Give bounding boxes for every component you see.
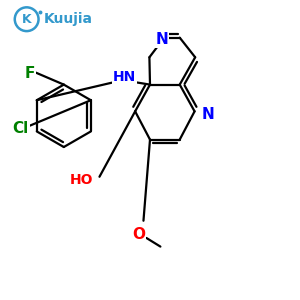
Text: K: K bbox=[22, 13, 32, 26]
Text: N: N bbox=[155, 32, 168, 47]
Text: N: N bbox=[201, 107, 214, 122]
Text: HO: HO bbox=[69, 173, 93, 187]
Text: HN: HN bbox=[113, 70, 136, 84]
Text: Cl: Cl bbox=[12, 121, 28, 136]
Text: O: O bbox=[132, 227, 145, 242]
Text: Kuujia: Kuujia bbox=[44, 12, 93, 26]
Text: F: F bbox=[24, 66, 34, 81]
